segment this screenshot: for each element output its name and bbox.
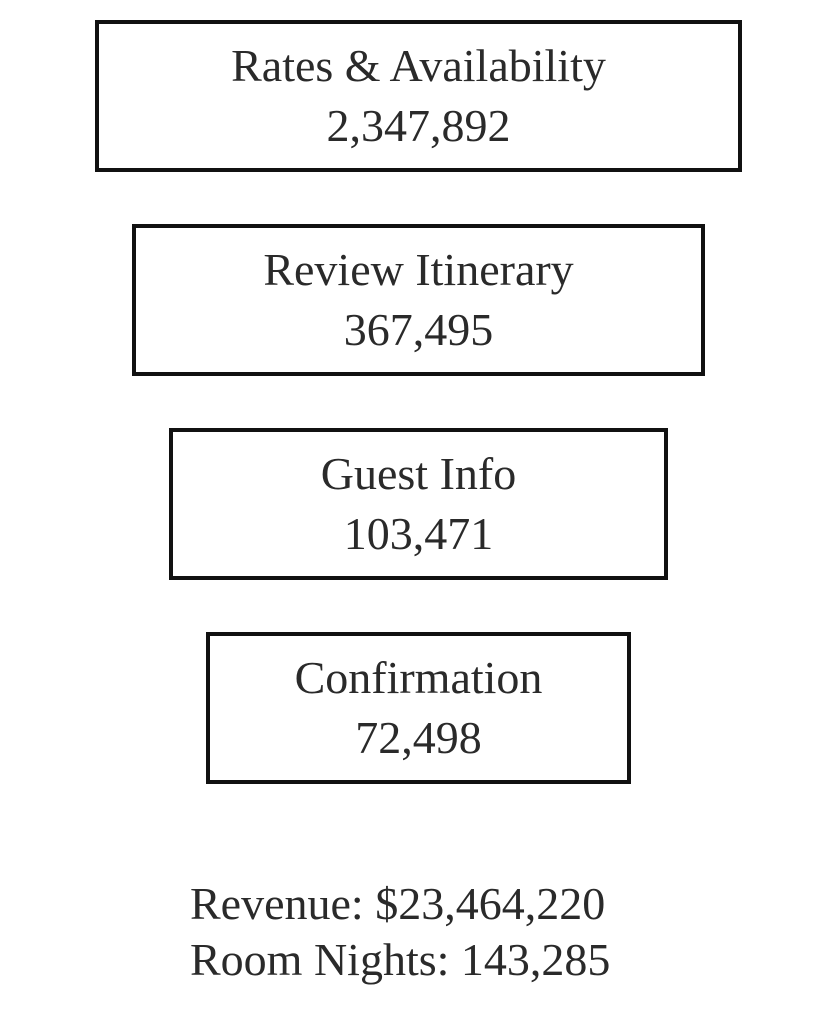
funnel-stage-rates-availability: Rates & Availability 2,347,892 bbox=[95, 20, 742, 172]
stage-label: Rates & Availability bbox=[231, 40, 606, 91]
revenue-total: Revenue: $23,464,220 bbox=[190, 878, 606, 929]
room-nights-total: Room Nights: 143,285 bbox=[190, 934, 611, 985]
funnel-stage-review-itinerary: Review Itinerary 367,495 bbox=[132, 224, 705, 376]
stage-label: Guest Info bbox=[320, 448, 517, 499]
stage-count: 367,495 bbox=[343, 304, 494, 355]
stage-count: 103,471 bbox=[343, 508, 494, 559]
stage-label: Confirmation bbox=[294, 652, 543, 703]
stage-count: 72,498 bbox=[355, 712, 482, 763]
funnel-stage-confirmation: Confirmation 72,498 bbox=[206, 632, 631, 784]
stage-count: 2,347,892 bbox=[326, 100, 511, 151]
funnel-summary: Revenue: $23,464,220 Room Nights: 143,28… bbox=[190, 876, 710, 988]
funnel-stage-guest-info: Guest Info 103,471 bbox=[169, 428, 668, 580]
stage-label: Review Itinerary bbox=[263, 244, 574, 295]
